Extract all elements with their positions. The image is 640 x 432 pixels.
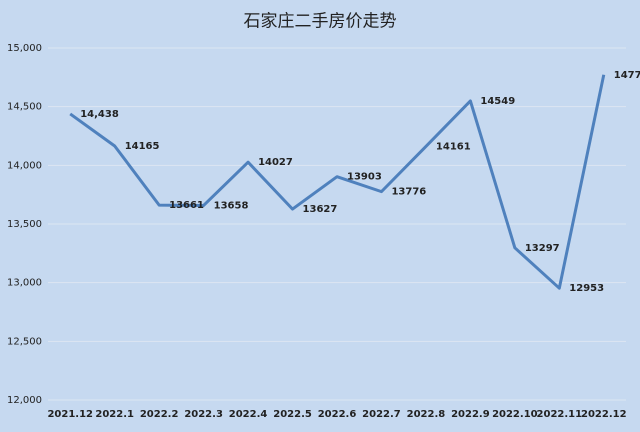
x-tick-label: 2022.3 xyxy=(184,409,223,420)
x-tick-label: 2022.10 xyxy=(492,409,538,420)
x-tick-label: 2022.8 xyxy=(407,409,446,420)
x-tick-label: 2022.9 xyxy=(451,409,490,420)
value-label: 13627 xyxy=(303,204,338,215)
x-tick-label: 2022.12 xyxy=(581,409,627,420)
y-tick-label: 12,000 xyxy=(7,395,42,406)
value-label: 13776 xyxy=(391,187,426,198)
value-label: 13903 xyxy=(347,172,382,183)
y-tick-label: 12,500 xyxy=(7,336,42,347)
line xyxy=(69,74,606,290)
value-label: 14549 xyxy=(480,96,515,107)
value-label: 12953 xyxy=(569,283,604,294)
y-tick-label: 13,500 xyxy=(7,219,42,230)
value-label: 14161 xyxy=(436,141,471,152)
x-tick-label: 2021.12 xyxy=(47,409,93,420)
x-tick-label: 2022.7 xyxy=(362,409,401,420)
value-label: 14,438 xyxy=(80,109,119,120)
value-label: 14772 xyxy=(614,70,640,81)
y-tick-label: 14,500 xyxy=(7,102,42,113)
x-tick-label: 2022.1 xyxy=(95,409,134,420)
x-tick-label: 2022.2 xyxy=(140,409,179,420)
x-tick-label: 2022.6 xyxy=(318,409,357,420)
value-label: 13661 xyxy=(169,200,204,211)
chart-title: 石家庄二手房价走势 xyxy=(244,12,397,32)
y-tick-label: 13,000 xyxy=(7,278,42,289)
value-label: 14027 xyxy=(258,157,293,168)
x-tick-label: 2022.4 xyxy=(229,409,268,420)
x-tick-label: 2022.5 xyxy=(273,409,312,420)
value-label: 13658 xyxy=(214,200,249,211)
y-tick-label: 15,000 xyxy=(7,43,42,54)
value-label: 13297 xyxy=(525,243,560,254)
y-tick-label: 14,000 xyxy=(7,160,42,171)
x-tick-label: 2022.11 xyxy=(537,409,583,420)
value-label: 14165 xyxy=(125,141,160,152)
